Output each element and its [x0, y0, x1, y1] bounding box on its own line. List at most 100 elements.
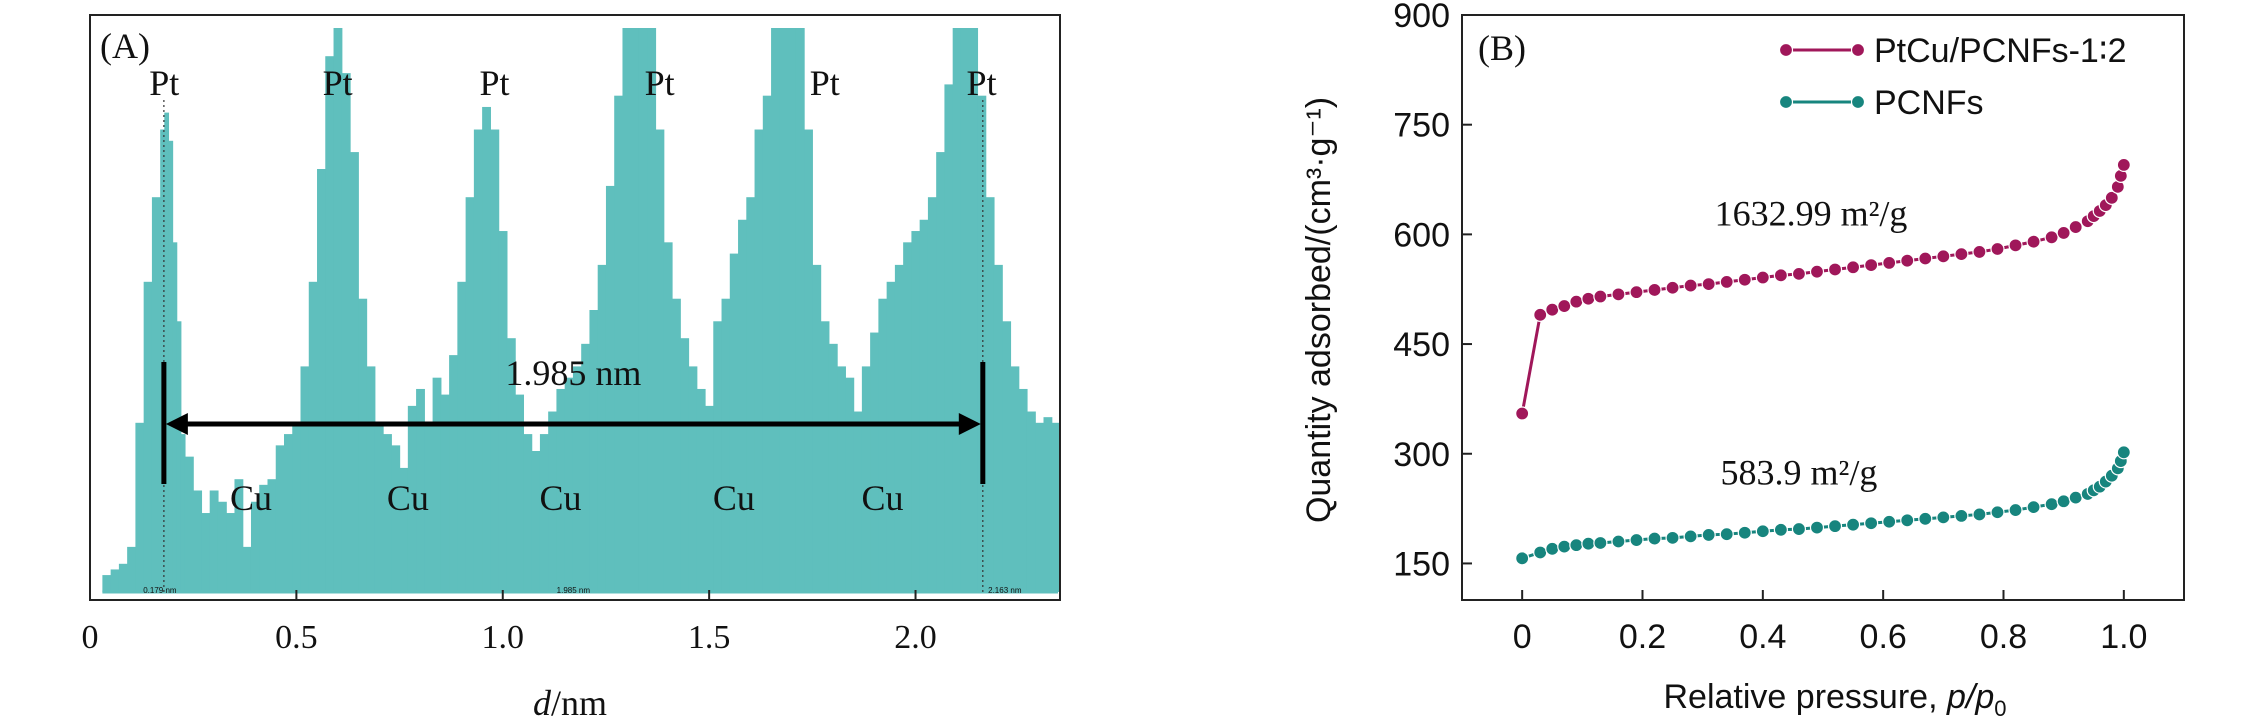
- data-point: [1611, 534, 1626, 549]
- profile-bar: [754, 129, 764, 592]
- profile-bar: [985, 197, 995, 592]
- data-point: [1737, 272, 1752, 287]
- valley-label-cu: Cu: [540, 478, 582, 518]
- data-point: [1581, 536, 1596, 551]
- series-pcnfs: [1515, 445, 2131, 566]
- peak-label-pt: Pt: [967, 63, 997, 103]
- data-point: [1791, 266, 1807, 281]
- profile-bar: [960, 28, 970, 592]
- data-point: [1533, 545, 1548, 560]
- profile-bar: [300, 366, 310, 592]
- profile-bar: [795, 28, 805, 592]
- profile-bar: [837, 366, 846, 592]
- profile-bar: [102, 575, 112, 592]
- data-point: [2056, 494, 2071, 509]
- data-point: [1900, 513, 1915, 528]
- profile-bar: [680, 338, 690, 592]
- x-tick-label: 0: [82, 619, 99, 656]
- peak-label-pt: Pt: [810, 63, 840, 103]
- data-point: [1864, 516, 1879, 531]
- profile-bar: [828, 343, 838, 592]
- profile-bar: [1026, 411, 1036, 592]
- data-point: [2116, 445, 2131, 460]
- data-point: [1683, 278, 1698, 293]
- data-point: [1719, 274, 1734, 290]
- data-point: [1845, 260, 1861, 275]
- profile-bar: [952, 28, 962, 592]
- profile-bar: [771, 28, 780, 592]
- legend-label: PCNFs: [1874, 84, 1984, 122]
- profile-bar: [721, 298, 731, 592]
- profile-bar: [696, 388, 706, 592]
- profile-bar: [515, 394, 525, 592]
- x-tick-label: 2.0: [894, 619, 937, 656]
- profile-bar: [490, 129, 500, 592]
- legend-marker: [1778, 42, 1794, 58]
- profile-bar: [168, 140, 174, 593]
- profile-bar: [845, 377, 855, 592]
- profile-bar: [341, 73, 351, 593]
- data-point: [2026, 234, 2041, 249]
- panel-a-x-axis-label: d/nm: [533, 683, 607, 723]
- panel-b-y-ticks: 150 300 450 600 750 900: [1393, 0, 1472, 583]
- profile-bar: [605, 185, 615, 593]
- data-point: [1918, 511, 1933, 526]
- panel-a: (A) Pt Pt Pt Pt Pt Pt Cu Cu Cu Cu Cu 1.985 nm 0.1…: [82, 14, 1061, 723]
- data-point: [1936, 510, 1951, 525]
- data-point: [2116, 157, 2131, 173]
- data-point: [1569, 294, 1584, 309]
- data-point: [1827, 519, 1843, 534]
- panel-b-frame: [1461, 14, 2185, 601]
- profile-bar: [663, 242, 673, 592]
- profile-bar: [226, 513, 236, 592]
- data-point: [1737, 525, 1752, 540]
- profile-bar: [209, 490, 219, 592]
- data-point: [1515, 551, 1530, 566]
- profile-bar: [424, 422, 434, 592]
- data-point: [1773, 268, 1788, 283]
- panel-a-x-ticks: 0 0.5 1.0 1.5 2.0: [82, 590, 937, 656]
- data-point: [1845, 517, 1861, 532]
- profile-bar: [870, 332, 879, 592]
- inner-scale-label: 1.985 nm: [557, 586, 591, 595]
- panel-a-label: (A): [100, 26, 150, 66]
- data-point: [1936, 249, 1951, 264]
- profile-bar: [180, 434, 186, 592]
- data-point: [1864, 257, 1879, 273]
- profile-bar: [927, 197, 937, 592]
- data-point: [1900, 253, 1915, 268]
- y-tick-label: 600: [1393, 216, 1450, 254]
- data-point: [1990, 241, 2005, 257]
- data-point: [2104, 190, 2119, 205]
- profile-bar: [317, 169, 326, 592]
- panel-b-label: (B): [1478, 28, 1526, 68]
- data-point: [1593, 289, 1608, 304]
- surface-area-label: 1632.99 m²/g: [1715, 194, 1908, 234]
- distance-label: 1.985 nm: [505, 353, 641, 393]
- profile-bar: [523, 434, 533, 592]
- data-point: [1755, 524, 1770, 539]
- profile-bar: [201, 513, 211, 592]
- x-tick-label: 1.0: [482, 619, 525, 656]
- x-tick-label: 0: [1513, 618, 1532, 656]
- profile-bar: [250, 501, 260, 592]
- profile-bar: [647, 28, 657, 592]
- profile-bar: [630, 28, 640, 592]
- profile-bar: [160, 129, 165, 592]
- profile-bar: [399, 467, 409, 592]
- profile-bar: [572, 366, 582, 592]
- y-tick-label: 450: [1393, 326, 1450, 364]
- profile-bar: [614, 95, 624, 593]
- data-point: [1629, 532, 1644, 548]
- profile-bar: [172, 242, 178, 592]
- profile-bar: [556, 388, 566, 592]
- profile-bar: [143, 281, 153, 592]
- data-point: [2026, 500, 2041, 515]
- data-point: [1557, 298, 1572, 314]
- profile-bar: [564, 377, 574, 592]
- profile-bar: [118, 563, 128, 592]
- data-point: [1569, 538, 1584, 553]
- profile-bar: [110, 569, 120, 592]
- data-point: [1647, 531, 1662, 546]
- profile-bar: [259, 484, 269, 592]
